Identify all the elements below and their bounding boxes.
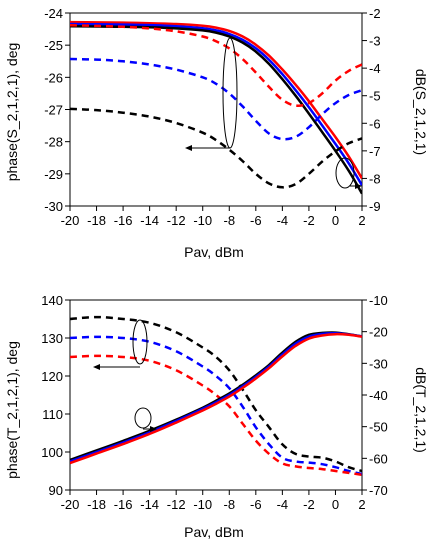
top-series-4-dashed	[70, 57, 362, 141]
bottom-y2-tick-label: -50	[369, 420, 388, 435]
bottom-series-2-dashed	[70, 354, 362, 477]
bottom-series-group	[70, 315, 362, 477]
top-annotation-arrow-left-head	[185, 145, 192, 151]
top-x-tick-label: -20	[61, 213, 80, 228]
bottom-x-tick-label: -10	[193, 497, 212, 512]
bottom-y-tick-label: 110	[42, 407, 63, 422]
top-y-tick-label: -29	[44, 167, 63, 182]
bottom-annotation-arrow-left-head	[93, 364, 100, 370]
top-series-2-solid	[70, 24, 362, 195]
top-annotation-ellipse-right-axis	[335, 157, 355, 189]
top-series-3-dashed	[70, 23, 362, 107]
top-y-axis-title: phase(S_2,1,2,1), deg	[4, 43, 20, 182]
top-y2-tick-label: -3	[369, 34, 381, 49]
top-annotation-arrow-right-head	[355, 183, 362, 189]
top-x-tick-label: -10	[193, 213, 212, 228]
top-y-tick-label: -24	[44, 6, 63, 21]
bottom-y-tick-label: 140	[41, 293, 63, 308]
top-x-tick-label: -12	[167, 213, 186, 228]
top-series-0-solid	[70, 20, 362, 180]
bottom-y2-tick-label: -30	[369, 356, 388, 371]
bottom-series-0-dashed	[70, 315, 362, 473]
top-annotation-ellipse-left-axis	[222, 37, 238, 149]
bottom-x-tick-label: -14	[140, 497, 159, 512]
bottom-y-tick-label: 90	[49, 483, 63, 498]
bottom-x-tick-label: -12	[167, 497, 186, 512]
bottom-x-tick-label: 0	[332, 497, 339, 512]
bottom-x-tick-label: -6	[250, 497, 262, 512]
bottom-plot-frame	[69, 299, 363, 491]
top-series-1-solid	[70, 22, 362, 186]
bottom-y-tick-label: 100	[41, 445, 63, 460]
bottom-y-tick-label: 130	[41, 331, 63, 346]
top-y2-tick-label: -7	[369, 144, 381, 159]
bottom-x-tick-label: -18	[87, 497, 106, 512]
top-y2-tick-label: -9	[369, 199, 381, 214]
top-x-tick-label: -16	[114, 213, 133, 228]
top-x-tick-label: -6	[250, 213, 262, 228]
top-y2-tick-label: -4	[369, 61, 381, 76]
top-y2-tick-label: -5	[369, 89, 381, 104]
bottom-x-tick-label: -8	[223, 497, 235, 512]
bottom-y2-tick-label: -60	[369, 451, 388, 466]
bottom-series-4-solid	[70, 331, 362, 463]
bottom-x-axis-title: Pav, dBm	[184, 524, 244, 540]
bottom-x-tick-label: 2	[358, 497, 365, 512]
top-y2-tick-label: -8	[369, 171, 381, 186]
bottom-x-tick-label: -2	[303, 497, 315, 512]
top-y2-tick-label: -6	[369, 116, 381, 131]
bottom-x-tick-label: -4	[277, 497, 289, 512]
bottom-y-axis-title: phase(T_2,1,2,1), deg	[4, 341, 20, 479]
top-y2-axis-title: dB(S_2,1,2,1)	[413, 69, 429, 155]
chart-bottom: phase(T_2,1,2,1), deg dB(T_2,1,2,1) Pav,…	[4, 293, 429, 540]
top-x-tick-label: 0	[332, 213, 339, 228]
bottom-y2-tick-label: -20	[369, 325, 388, 340]
top-y-tick-label: -26	[44, 70, 63, 85]
bottom-x-tick-label: -16	[114, 497, 133, 512]
chart-top: phase(S_2,1,2,1), deg dB(S_2,1,2,1) Pav,…	[4, 6, 429, 260]
bottom-x-tick-label: -20	[61, 497, 80, 512]
top-x-tick-label: -4	[277, 213, 289, 228]
top-x-tick-label: 2	[358, 213, 365, 228]
bottom-y2-tick-label: -70	[369, 483, 388, 498]
top-y-tick-label: -25	[44, 38, 63, 53]
top-x-tick-label: -2	[303, 213, 315, 228]
bottom-y2-tick-label: -40	[369, 388, 388, 403]
bottom-y2-axis-title: dB(T_2,1,2,1)	[413, 367, 429, 453]
top-series-5-dashed	[70, 107, 362, 189]
bottom-series-3-solid	[70, 331, 362, 462]
top-y-tick-label: -27	[44, 103, 63, 118]
top-x-tick-label: -18	[87, 213, 106, 228]
top-x-tick-label: -14	[140, 213, 159, 228]
bottom-y-tick-label: 120	[41, 369, 63, 384]
bottom-series-5-solid	[70, 332, 362, 465]
bottom-annotation-ellipse-right-axis	[134, 407, 152, 429]
top-y2-tick-label: -2	[369, 6, 381, 21]
bottom-annotation-ellipse-left-axis	[132, 319, 148, 365]
top-y-tick-label: -28	[44, 135, 63, 150]
top-x-tick-label: -8	[223, 213, 235, 228]
bottom-series-1-dashed	[70, 335, 362, 476]
bottom-annotation-arrow-right-head	[150, 426, 157, 432]
bottom-y2-tick-label: -10	[369, 293, 388, 308]
top-series-group	[70, 20, 362, 195]
top-x-axis-title: Pav, dBm	[184, 244, 244, 260]
top-y-tick-label: -30	[44, 199, 63, 214]
